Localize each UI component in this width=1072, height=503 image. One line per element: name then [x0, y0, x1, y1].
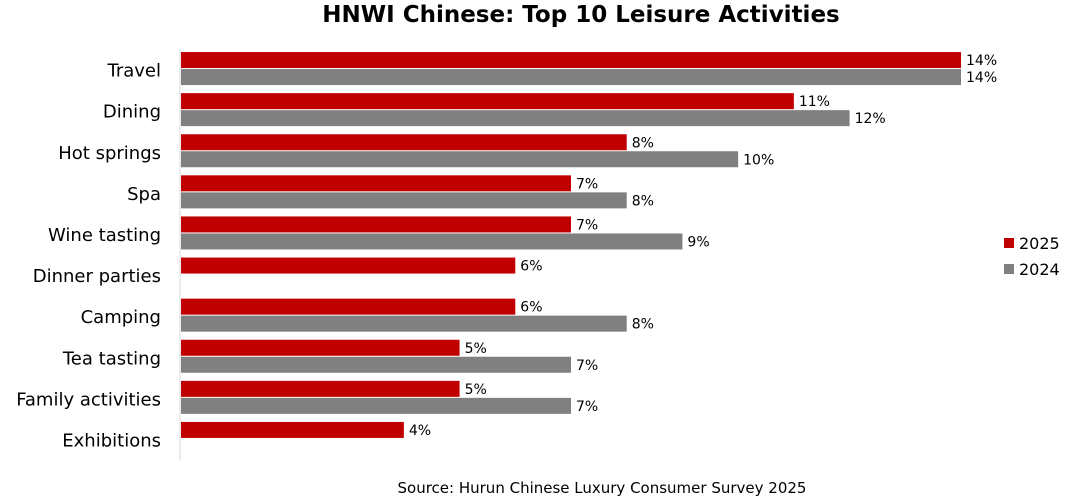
- category-label: Dinner parties: [33, 266, 161, 287]
- legend-label-2025: 2025: [1019, 233, 1060, 253]
- data-label-2025: 7%: [576, 176, 598, 192]
- chart-title: HNWI Chinese: Top 10 Leisure Activities: [322, 2, 840, 28]
- bar-2025: [181, 298, 516, 315]
- category-label: Tea tasting: [62, 348, 161, 369]
- data-label-2024: 8%: [632, 317, 654, 333]
- data-label-2025: 5%: [465, 341, 487, 357]
- data-label-2025: 5%: [465, 382, 487, 398]
- category-label: Travel: [106, 61, 161, 82]
- bar-2025: [181, 421, 404, 438]
- bar-2024: [181, 397, 571, 414]
- category-label: Spa: [127, 184, 161, 205]
- legend-item-2025: 2025: [1004, 230, 1060, 256]
- bar-2025: [181, 257, 516, 274]
- data-label-2024: 14%: [966, 70, 997, 86]
- category-label: Hot springs: [58, 143, 161, 164]
- data-label-2025: 14%: [966, 53, 997, 69]
- bar-2024: [181, 315, 627, 332]
- bar-2024: [181, 356, 571, 373]
- bar-2024: [181, 192, 627, 209]
- bar-2025: [181, 134, 627, 151]
- bar-2024: [181, 151, 739, 168]
- data-label-2024: 7%: [576, 358, 598, 374]
- source-note: Source: Hurun Chinese Luxury Consumer Su…: [397, 479, 807, 497]
- bar-2025: [181, 380, 460, 397]
- category-label: Wine tasting: [48, 225, 161, 246]
- data-label-2025: 8%: [632, 135, 654, 151]
- data-label-2024: 12%: [855, 111, 886, 127]
- data-label-2025: 6%: [520, 259, 542, 275]
- data-label-2025: 4%: [409, 423, 431, 439]
- data-label-2025: 6%: [520, 300, 542, 316]
- bar-2025: [181, 93, 794, 110]
- legend-swatch-2025: [1004, 238, 1014, 248]
- bar-2025: [181, 52, 961, 69]
- category-label: Camping: [81, 307, 161, 328]
- bar-2025: [181, 216, 571, 233]
- data-label-2024: 9%: [687, 234, 709, 250]
- bar-2025: [181, 339, 460, 356]
- legend-label-2024: 2024: [1019, 259, 1060, 279]
- legend: 2025 2024: [1004, 230, 1060, 282]
- category-label: Family activities: [16, 389, 161, 410]
- bar-2024: [181, 110, 850, 127]
- data-label-2025: 7%: [576, 217, 598, 233]
- data-label-2024: 10%: [743, 152, 774, 168]
- data-label-2024: 8%: [632, 193, 654, 209]
- category-label: Dining: [103, 102, 161, 123]
- legend-item-2024: 2024: [1004, 256, 1060, 282]
- bar-2024: [181, 233, 683, 250]
- bar-2025: [181, 175, 571, 192]
- data-label-2024: 7%: [576, 399, 598, 415]
- category-label: Exhibitions: [62, 430, 161, 451]
- data-label-2025: 11%: [799, 94, 830, 110]
- bar-2024: [181, 69, 961, 86]
- legend-swatch-2024: [1004, 264, 1014, 274]
